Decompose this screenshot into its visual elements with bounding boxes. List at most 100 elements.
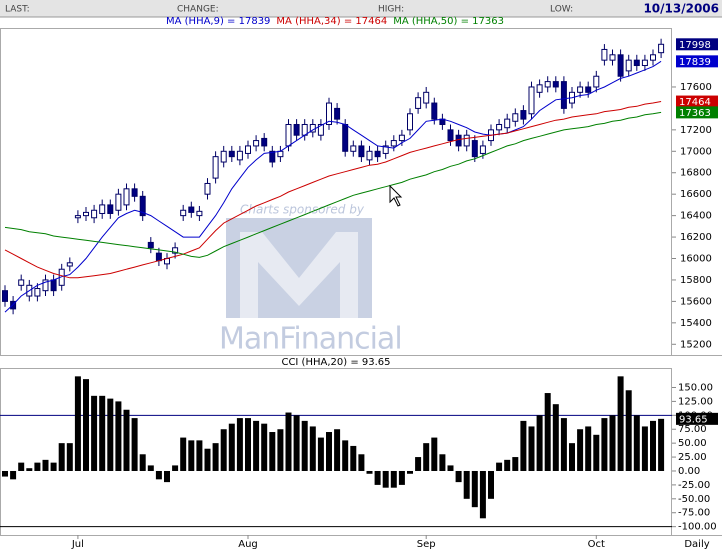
bar (398, 470, 405, 485)
bar (293, 415, 300, 471)
candle-body (625, 59, 632, 72)
bar (83, 379, 89, 471)
bar (528, 426, 535, 471)
bar (155, 470, 162, 480)
y-tick-label: -100.00 (678, 522, 717, 533)
y-tick-label: 25.00 (678, 452, 707, 463)
bar (633, 415, 640, 471)
bar (423, 443, 430, 471)
candle-body (577, 86, 584, 93)
candle-body (390, 140, 397, 147)
candle-body (641, 59, 648, 67)
moving-average-line (4, 60, 662, 313)
candle-body (407, 113, 413, 131)
candle-body (358, 145, 365, 158)
y-tick-label: 16400 (680, 211, 712, 222)
candle-body (374, 150, 381, 158)
bar (107, 398, 114, 471)
bar (658, 418, 665, 471)
value-tag: 17363 (679, 108, 711, 119)
high-label: HIGH: (378, 5, 404, 15)
candle-body (471, 140, 478, 158)
bar (180, 437, 187, 471)
bar (447, 465, 454, 471)
candle-body (326, 102, 332, 125)
candle-body (196, 210, 203, 217)
candle-body (285, 123, 292, 147)
candle-body (585, 86, 592, 93)
y-tick-label: 0.00 (678, 466, 700, 477)
bar (253, 420, 260, 471)
bar (407, 470, 413, 474)
y-tick-label: 16800 (680, 168, 712, 179)
candle-body (431, 102, 438, 120)
value-tag: 17464 (679, 97, 711, 108)
candle-body (633, 59, 640, 67)
bar (277, 429, 284, 471)
candle-body (593, 75, 600, 88)
candle-body (228, 150, 235, 158)
bar (374, 470, 381, 485)
bar (115, 401, 122, 471)
bar (504, 459, 511, 471)
bar (285, 412, 292, 471)
y-tick-label: 150.00 (678, 382, 713, 393)
bar (520, 420, 527, 471)
y-tick-label: 15800 (680, 275, 712, 286)
candle-body (18, 279, 25, 286)
value-tag-bg (676, 412, 718, 425)
y-tick-label: -25.00 (678, 480, 710, 491)
y-tick-label: -50.00 (678, 494, 710, 505)
bar (147, 465, 154, 471)
legend-entry: MA (HHA,50) = 17363 (393, 16, 504, 27)
bar (139, 454, 146, 471)
bar (358, 454, 365, 471)
candle-body (415, 97, 422, 109)
bar (609, 415, 616, 471)
bar (512, 457, 519, 471)
bar (471, 470, 478, 508)
candle-body (609, 54, 616, 61)
bar (390, 470, 397, 488)
bar (536, 415, 543, 471)
candle-body (91, 209, 98, 219)
y-tick-label: 16600 (680, 189, 712, 200)
candle-body (496, 123, 503, 131)
candle-body (342, 123, 349, 152)
candle-body (139, 195, 146, 217)
x-tick-label: Sep (417, 539, 436, 550)
bar (34, 462, 41, 471)
bar (123, 409, 130, 471)
chart-title: CCI (HHA,20) = 93.65 (281, 357, 390, 368)
bar (26, 468, 33, 471)
value-tag: 93.65 (679, 414, 708, 425)
candle-body (74, 215, 81, 219)
candle-body (528, 86, 535, 115)
candle-body (212, 156, 219, 179)
y-tick-label: 15400 (680, 318, 712, 329)
bar (366, 470, 373, 474)
candle-body (650, 54, 656, 61)
bar (342, 440, 349, 471)
bar (569, 443, 575, 471)
value-tag: 17839 (679, 57, 711, 68)
y-tick-label: 17000 (680, 146, 712, 157)
logo-m (240, 232, 358, 318)
date: 10/13/2006 (643, 2, 719, 16)
candle-body (147, 241, 154, 249)
y-tick-label: 50.00 (678, 438, 707, 449)
candle-body (366, 150, 373, 161)
x-axis-label: Daily (684, 539, 709, 550)
bar (99, 395, 106, 471)
candle-body (204, 182, 211, 195)
bar (66, 443, 73, 471)
candle-body (42, 279, 49, 292)
candle-body (34, 288, 41, 297)
bar (496, 462, 503, 471)
candle-body (382, 145, 389, 154)
candle-body (188, 206, 195, 213)
bar (269, 432, 276, 471)
value-tag-bg (676, 106, 718, 119)
bar (326, 432, 332, 471)
